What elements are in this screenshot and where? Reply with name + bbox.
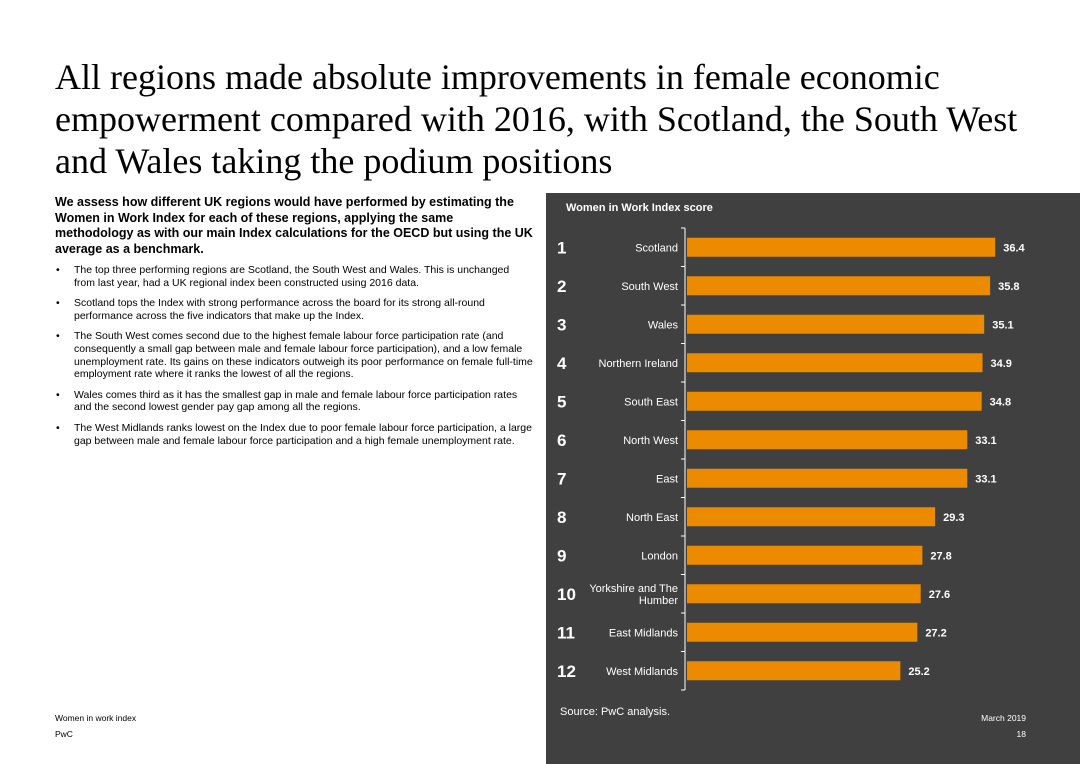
bullet-text: The South West comes second due to the h…: [74, 330, 533, 381]
category-label: Yorkshire and The: [589, 583, 678, 595]
data-label: 35.1: [992, 319, 1013, 331]
bullet-dot: •: [56, 330, 60, 343]
bullet-dot: •: [56, 388, 60, 401]
rank-label: 7: [557, 469, 566, 488]
intro-text: We assess how different UK regions would…: [55, 195, 533, 256]
bullet-dot: •: [56, 421, 60, 434]
bar: [687, 430, 968, 450]
bullet-item: • Wales comes third as it has the smalles…: [55, 389, 533, 414]
footer-report-name: Women in work index: [55, 713, 137, 723]
category-label: North West: [623, 435, 678, 447]
category-label: South West: [621, 281, 678, 293]
data-label: 36.4: [1003, 242, 1025, 254]
bar: [687, 237, 996, 257]
rank-label: 1: [557, 238, 566, 257]
bar-chart: Women in Work Index score 1 Scotland 36.4 2 S…: [557, 202, 1026, 718]
data-label: 25.2: [908, 666, 929, 678]
bar: [687, 391, 982, 411]
chart-source: Source: PwC analysis.: [560, 706, 670, 718]
bullet-item: • Scotland tops the Index with strong per…: [55, 297, 533, 322]
rank-label: 5: [557, 392, 566, 411]
bullet-item: • The South West comes second due to the …: [55, 330, 533, 380]
bar: [687, 353, 983, 373]
category-label: North East: [626, 512, 678, 524]
category-label: South East: [624, 396, 678, 408]
category-label: Humber: [639, 595, 678, 607]
rank-label: 12: [557, 662, 576, 681]
bar: [687, 545, 923, 565]
bullet-text: The West Midlands ranks lowest on the In…: [74, 421, 532, 447]
rank-label: 11: [557, 623, 575, 642]
bar: [687, 276, 991, 296]
data-label: 27.8: [930, 550, 951, 562]
bullet-item: • The top three performing regions are Sc…: [55, 264, 533, 289]
category-label: East Midlands: [609, 627, 679, 639]
data-label: 27.2: [925, 627, 946, 639]
rank-label: 9: [557, 546, 566, 565]
page-title: All regions made absolute improvements i…: [55, 57, 1018, 181]
bullet-list: • The top three performing regions are Sc…: [55, 264, 533, 455]
data-label: 27.6: [929, 589, 950, 601]
rank-label: 2: [557, 277, 566, 296]
rank-label: 3: [557, 315, 566, 334]
bullet-text: Wales comes third as it has the smallest…: [74, 388, 518, 414]
data-label: 34.8: [990, 396, 1011, 408]
category-label: West Midlands: [606, 666, 678, 678]
category-label: Northern Ireland: [599, 358, 679, 370]
bar: [687, 507, 936, 527]
footer-date: March 2019: [981, 713, 1026, 723]
bullet-text: The top three performing regions are Sco…: [74, 264, 510, 289]
bullet-text: Scotland tops the Index with strong perf…: [74, 297, 485, 322]
category-label: East: [656, 473, 678, 485]
bullet-dot: •: [56, 297, 60, 310]
category-label: London: [641, 550, 678, 562]
category-label: Wales: [648, 319, 679, 331]
bar: [687, 314, 985, 334]
data-label: 34.9: [991, 358, 1012, 370]
bar: [687, 468, 968, 488]
footer-company: PwC: [55, 729, 73, 739]
rank-label: 10: [557, 585, 576, 604]
bar: [687, 584, 921, 604]
bar: [687, 661, 901, 681]
bar: [687, 622, 918, 642]
data-label: 33.1: [975, 435, 996, 447]
chart-title: Women in Work Index score: [566, 202, 713, 214]
bullet-dot: •: [56, 264, 60, 276]
rank-label: 8: [557, 508, 566, 527]
footer-page-number: 18: [1016, 729, 1026, 739]
data-label: 35.8: [998, 281, 1019, 293]
data-label: 29.3: [943, 512, 964, 524]
rank-label: 6: [557, 431, 566, 450]
rank-label: 4: [557, 354, 567, 373]
data-label: 33.1: [975, 473, 996, 485]
chart-panel: Women in Work Index score 1 Scotland 36.4 2 S…: [546, 193, 1080, 764]
category-label: Scotland: [635, 242, 678, 254]
bullet-item: • The West Midlands ranks lowest on the I…: [55, 422, 533, 447]
